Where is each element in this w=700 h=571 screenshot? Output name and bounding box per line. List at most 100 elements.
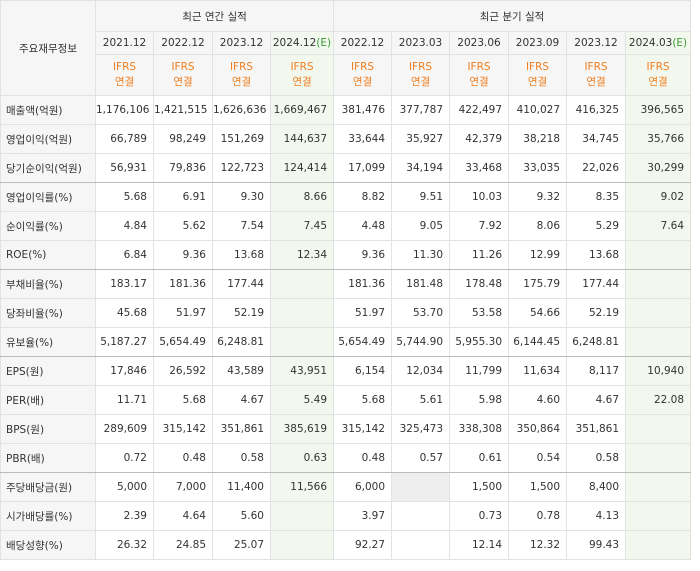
data-row: 영업이익률(%) 5.68 6.91 9.30 8.66 8.82 9.51 10.03 9.3… [0,182,692,212]
row-label: 순이익률(%) [0,211,96,241]
value-cell: 52.19 [566,298,627,328]
value-cell [391,501,451,531]
value-cell: 0.57 [391,443,451,473]
basis: 연결 [527,76,548,88]
value-cell: 17,846 [95,356,154,386]
period: 2024.12 [272,37,317,49]
basis: IFRS [350,61,375,73]
value-cell [269,298,335,328]
period: 2023.03 [398,37,443,49]
value-cell: 9.05 [391,211,451,241]
basis: IFRS [229,61,254,73]
data-row: 순이익률(%) 4.84 5.62 7.54 7.45 4.48 9.05 7.92 8.06 5… [0,211,692,241]
period-label: 2024.03(E) [625,31,692,55]
basis: IFRS [646,61,670,73]
value-cell: 12.34 [269,240,335,270]
value-cell: 144,637 [269,124,335,154]
value-cell: 5.60 [212,501,271,531]
data-row: 당좌비율(%) 45.68 51.97 52.19 51.97 53.70 53.58 54.… [0,298,692,328]
value-cell: 325,473 [391,414,451,444]
value-cell: 13.68 [566,240,627,270]
value-cell: 5,654.49 [153,327,213,357]
value-cell: 45.68 [95,298,154,328]
value-cell: 5,187.27 [95,327,154,357]
value-cell: 5,744.90 [391,327,451,357]
estimate-mark: (E) [316,37,332,49]
value-cell [625,327,692,357]
period: 2023.12 [574,37,618,49]
data-row: BPS(원) 289,609 315,142 351,861 385,619 315,14… [0,414,692,444]
basis: 연결 [648,76,668,88]
basis: 연결 [292,76,312,88]
value-cell: 381,476 [333,95,393,125]
value-cell: 98,249 [153,124,213,154]
row-label: ROE(%) [0,240,96,270]
value-cell: 183.17 [95,269,154,299]
basis-label: IFRS 연결 [153,54,213,96]
basis-label: IFRS 연결 [212,54,271,96]
corner-label: 주요재무정보 [0,0,96,96]
value-cell: 6,248.81 [566,327,627,357]
value-cell: 52.19 [212,298,271,328]
value-cell: 6,144.45 [508,327,568,357]
value-cell: 24.85 [153,530,213,560]
value-cell: 1,500 [449,472,510,502]
value-cell: 351,861 [212,414,271,444]
value-cell [625,298,692,328]
value-cell: 7,000 [153,472,213,502]
value-cell: 11,400 [212,472,271,502]
value-cell: 13.68 [212,240,271,270]
value-cell: 12.32 [508,530,568,560]
value-cell: 11,634 [508,356,568,386]
value-cell: 4.67 [212,385,271,415]
value-cell [625,414,692,444]
row-label: 부채비율(%) [0,269,96,299]
value-cell: 6,000 [333,472,393,502]
basis-label: IFRS 연결 [269,54,335,96]
value-cell: 92.27 [333,530,393,560]
row-label: 시가배당률(%) [0,501,96,531]
value-cell: 177.44 [212,269,271,299]
row-label: 당기순이익(억원) [0,153,96,183]
row-label: 배당성향(%) [0,530,96,560]
basis: IFRS [290,61,314,73]
value-cell: 0.58 [566,443,627,473]
value-cell [391,472,451,502]
basis-label: IFRS 연결 [391,54,451,96]
value-cell [625,530,692,560]
period: 2024.03 [628,37,673,49]
value-cell: 11.30 [391,240,451,270]
value-cell: 289,609 [95,414,154,444]
value-cell: 6.91 [153,182,213,212]
basis-label: IFRS 연결 [449,54,510,96]
table-body: 매출액(억원) 1,176,106 1,421,515 1,626,636 1,669,… [0,95,692,560]
value-cell: 315,142 [333,414,393,444]
value-cell: 51.97 [153,298,213,328]
estimate-mark: (E) [672,37,688,49]
value-cell: 124,414 [269,153,335,183]
row-label: BPS(원) [0,414,96,444]
value-cell: 38,218 [508,124,568,154]
value-cell: 43,951 [269,356,335,386]
value-cell: 9.36 [153,240,213,270]
value-cell: 351,861 [566,414,627,444]
data-row: 주당배당금(원) 5,000 7,000 11,400 11,566 6,000 1,500… [0,472,692,502]
period-label: 2022.12 [153,31,213,55]
basis: 연결 [352,76,373,88]
value-cell: 43,589 [212,356,271,386]
row-label: 유보율(%) [0,327,96,357]
period: 2022.12 [161,37,205,49]
value-cell [625,472,692,502]
value-cell: 5.98 [449,385,510,415]
value-cell: 7.54 [212,211,271,241]
data-row: 영업이익(억원) 66,789 98,249 151,269 144,637 33,644… [0,124,692,154]
period-label: 2023.03 [391,31,451,55]
value-cell [269,269,335,299]
group-label: 최근 연간 실적 [94,0,335,32]
value-cell: 35,766 [625,124,692,154]
value-cell: 1,176,106 [95,95,154,125]
value-cell: 4.67 [566,385,627,415]
value-cell [625,443,692,473]
value-cell: 175.79 [508,269,568,299]
row-label: PBR(배) [0,443,96,473]
